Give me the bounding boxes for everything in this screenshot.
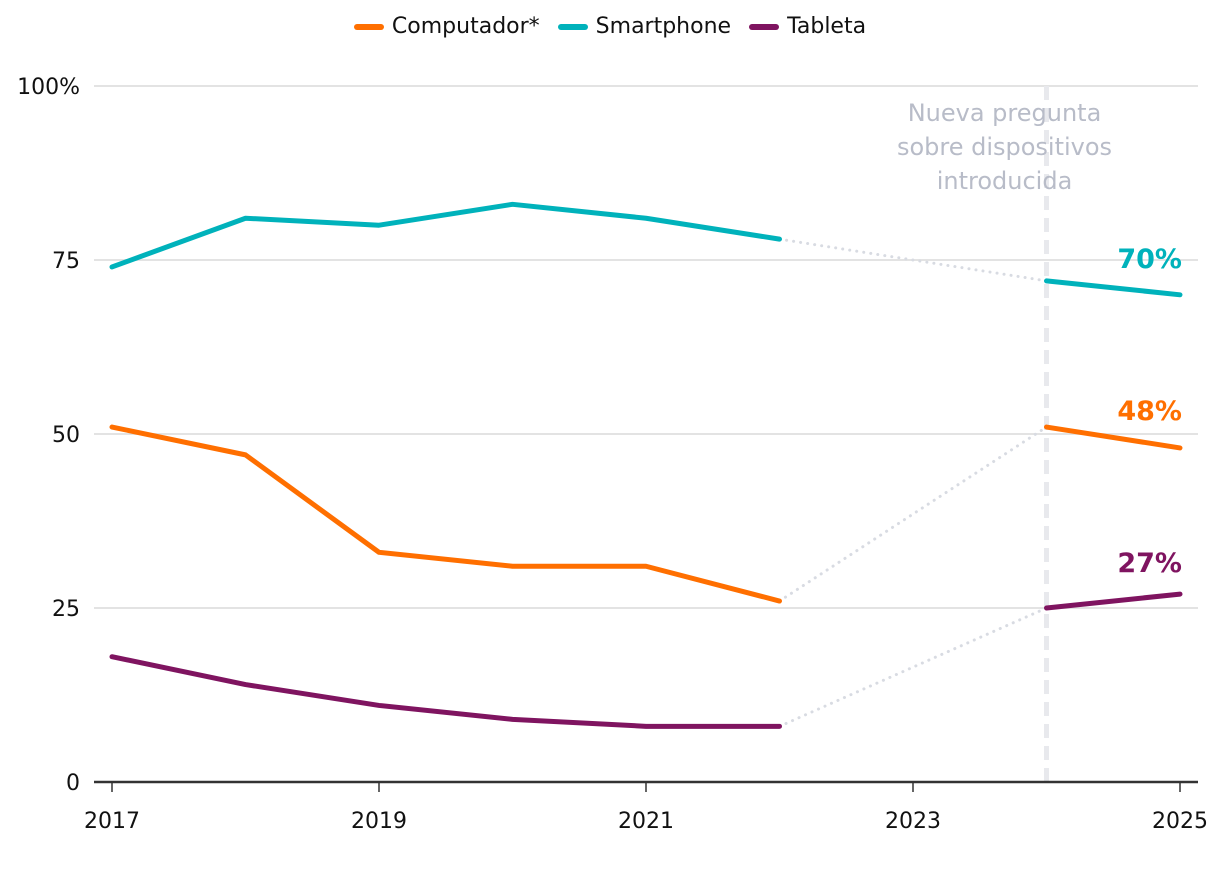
end-value-label: 48% — [1117, 396, 1182, 427]
series-line-computador — [1044, 424, 1183, 451]
y-tick-label: 50 — [52, 423, 80, 448]
gap-connector — [778, 425, 1048, 603]
end-value-label: 70% — [1117, 244, 1182, 275]
x-tick-label: 2019 — [351, 809, 407, 834]
gap-connector — [778, 237, 1048, 283]
legend-item: Smartphone — [557, 14, 732, 39]
y-tick-label: 25 — [52, 597, 80, 622]
legend: Computador* Smartphone Tableta — [0, 14, 1220, 39]
y-tick-label: 0 — [66, 771, 80, 796]
series-line-computador — [109, 424, 782, 604]
series-line-smartphone — [1044, 278, 1183, 298]
legend-label: Smartphone — [595, 14, 732, 39]
annotation-text: sobre dispositivos — [897, 133, 1112, 161]
end-value-label: 27% — [1117, 548, 1182, 579]
x-tick-label: 2021 — [618, 809, 674, 834]
legend-swatch — [353, 23, 384, 30]
legend-label: Tableta — [787, 14, 867, 39]
x-tick-label: 2017 — [84, 809, 140, 834]
legend-swatch — [749, 23, 780, 30]
gap-connector — [778, 606, 1048, 728]
legend-swatch — [557, 23, 588, 30]
annotation-text: introducida — [937, 167, 1073, 195]
series-line-tableta — [1044, 591, 1183, 611]
legend-item: Computador* — [353, 14, 540, 39]
annotation-text: Nueva pregunta — [908, 99, 1102, 127]
y-tick-label: 75 — [52, 249, 80, 274]
x-tick-label: 2023 — [885, 809, 941, 834]
x-tick-label: 2025 — [1152, 809, 1208, 834]
legend-label: Computador* — [391, 14, 540, 39]
y-tick-label: 100% — [17, 75, 80, 100]
series-line-tableta — [109, 654, 782, 729]
legend-item: Tableta — [749, 14, 866, 39]
series-line-smartphone — [109, 201, 782, 270]
